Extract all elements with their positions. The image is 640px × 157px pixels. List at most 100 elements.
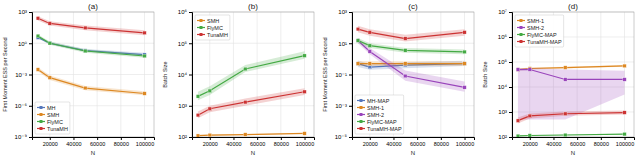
y-tick: 10⁷ xyxy=(498,9,512,15)
y-axis-title: First Moment ESS per Second xyxy=(2,37,8,111)
series-line xyxy=(38,70,145,94)
y-tick-label: 10⁻⁶ xyxy=(15,103,28,109)
legend-swatch-marker xyxy=(40,113,43,116)
legend-swatch-line xyxy=(197,27,205,28)
y-tick-mark xyxy=(189,137,192,138)
y-tick-label: 10¹ xyxy=(338,41,347,47)
y-tick-mark xyxy=(349,12,352,13)
legend-entry: MH xyxy=(37,105,56,111)
x-tick-mark xyxy=(577,137,578,140)
legend-swatch-line xyxy=(517,41,525,42)
legend-entry: FlyMC xyxy=(197,25,223,31)
y-tick-mark xyxy=(509,62,512,63)
series-line xyxy=(518,113,625,121)
x-tick-label: 60000 xyxy=(250,141,265,147)
marker xyxy=(48,76,52,80)
marker xyxy=(368,31,372,35)
y-tick-mark xyxy=(29,106,32,107)
x-tick-label: 20000 xyxy=(43,141,58,147)
grid-line-y xyxy=(192,43,314,44)
legend-label: TunaMH-MAP xyxy=(527,39,562,45)
x-tick-mark xyxy=(210,137,211,140)
marker xyxy=(356,39,360,43)
legend-entry: FlyMC xyxy=(37,119,63,125)
y-tick-label: 10⁴ xyxy=(178,72,188,78)
band xyxy=(38,16,145,35)
legend-label: SMH-2 xyxy=(367,112,384,118)
y-tick: 10⁻⁵ xyxy=(335,134,352,140)
x-tick: 80000 xyxy=(274,137,289,147)
series-line xyxy=(38,36,145,56)
panel-title: (c) xyxy=(408,2,418,11)
y-tick-label: 10³ xyxy=(498,109,507,115)
x-axis-title: N xyxy=(411,150,415,156)
y-axis: 10²10³10⁴10⁵10⁶ xyxy=(178,9,193,140)
legend-entry: SMH xyxy=(37,112,59,118)
x-tick: 100000 xyxy=(296,137,314,147)
x-tick-label: 100000 xyxy=(136,141,154,147)
x-tick-label: 80000 xyxy=(434,141,449,147)
x-tick-mark xyxy=(601,137,602,140)
legend-swatch-marker xyxy=(520,19,523,22)
marker xyxy=(463,50,467,54)
marker xyxy=(84,86,88,90)
marker xyxy=(356,39,360,43)
legend-swatch-marker xyxy=(360,120,363,123)
legend-entry: SMH-2 xyxy=(357,112,384,118)
y-axis-line xyxy=(349,13,353,138)
legend-entry: MH-MAP xyxy=(357,98,390,104)
marker xyxy=(48,42,52,46)
y-axis: 10⁻⁹10⁻⁶10⁻³10⁰10³ xyxy=(15,9,33,140)
x-tick-label: 100000 xyxy=(616,141,634,147)
plot-area xyxy=(516,64,626,137)
x-tick-label: 100000 xyxy=(296,141,314,147)
x-tick: 60000 xyxy=(250,137,265,147)
x-tick: 40000 xyxy=(386,137,401,147)
grid-line-y xyxy=(192,74,314,75)
x-tick-label: 80000 xyxy=(114,141,129,147)
y-tick-label: 10⁻³ xyxy=(15,72,27,78)
legend-entry: FlyMC-MAP xyxy=(357,119,397,125)
y-tick-label: 10⁴ xyxy=(498,84,508,90)
marker xyxy=(244,100,248,104)
marker xyxy=(244,133,248,137)
legend-swatch-line xyxy=(357,121,365,122)
grid-line-x xyxy=(304,12,305,137)
marker xyxy=(303,132,307,136)
marker xyxy=(463,86,467,90)
y-tick: 10⁻¹ xyxy=(335,72,352,78)
y-tick-mark xyxy=(509,37,512,38)
series-line xyxy=(198,133,305,135)
legend: MHSMHFlyMCTunaMH xyxy=(35,102,70,134)
legend-swatch-marker xyxy=(520,40,523,43)
grid-line-x xyxy=(280,12,281,137)
y-tick-label: 10³ xyxy=(18,9,27,15)
legend-swatch-line xyxy=(37,121,45,122)
y-tick-label: 10⁻¹ xyxy=(335,72,347,78)
x-tick: 20000 xyxy=(43,137,58,147)
y-axis-title: Batch Size xyxy=(482,61,488,87)
x-tick: 40000 xyxy=(546,137,561,147)
plot-area xyxy=(356,26,466,92)
y-tick-mark xyxy=(509,12,512,13)
legend-swatch-line xyxy=(357,100,365,101)
y-tick-mark xyxy=(349,43,352,44)
legend-entry: SMH-1 xyxy=(517,18,544,24)
panel-title: (a) xyxy=(88,2,98,11)
panel-title: (d) xyxy=(568,2,578,11)
x-tick-mark xyxy=(281,137,282,140)
plot-frame xyxy=(512,12,634,137)
marker xyxy=(368,62,372,66)
x-tick-mark xyxy=(553,137,554,140)
y-axis: 10⁻⁵10⁻³10⁻¹10¹10³ xyxy=(335,9,353,140)
y-tick: 10⁰ xyxy=(18,41,32,47)
legend-label: SMH-2 xyxy=(527,25,544,31)
x-tick: 40000 xyxy=(66,137,81,147)
chart-svg: 2000040000600008000010000010⁻⁹10⁻⁶10⁻³10… xyxy=(0,0,640,157)
marker xyxy=(404,62,408,66)
y-tick-mark xyxy=(189,75,192,76)
legend-label: SMH xyxy=(207,18,219,24)
band xyxy=(518,110,625,123)
legend-swatch-marker xyxy=(360,106,363,109)
marker xyxy=(564,66,568,70)
